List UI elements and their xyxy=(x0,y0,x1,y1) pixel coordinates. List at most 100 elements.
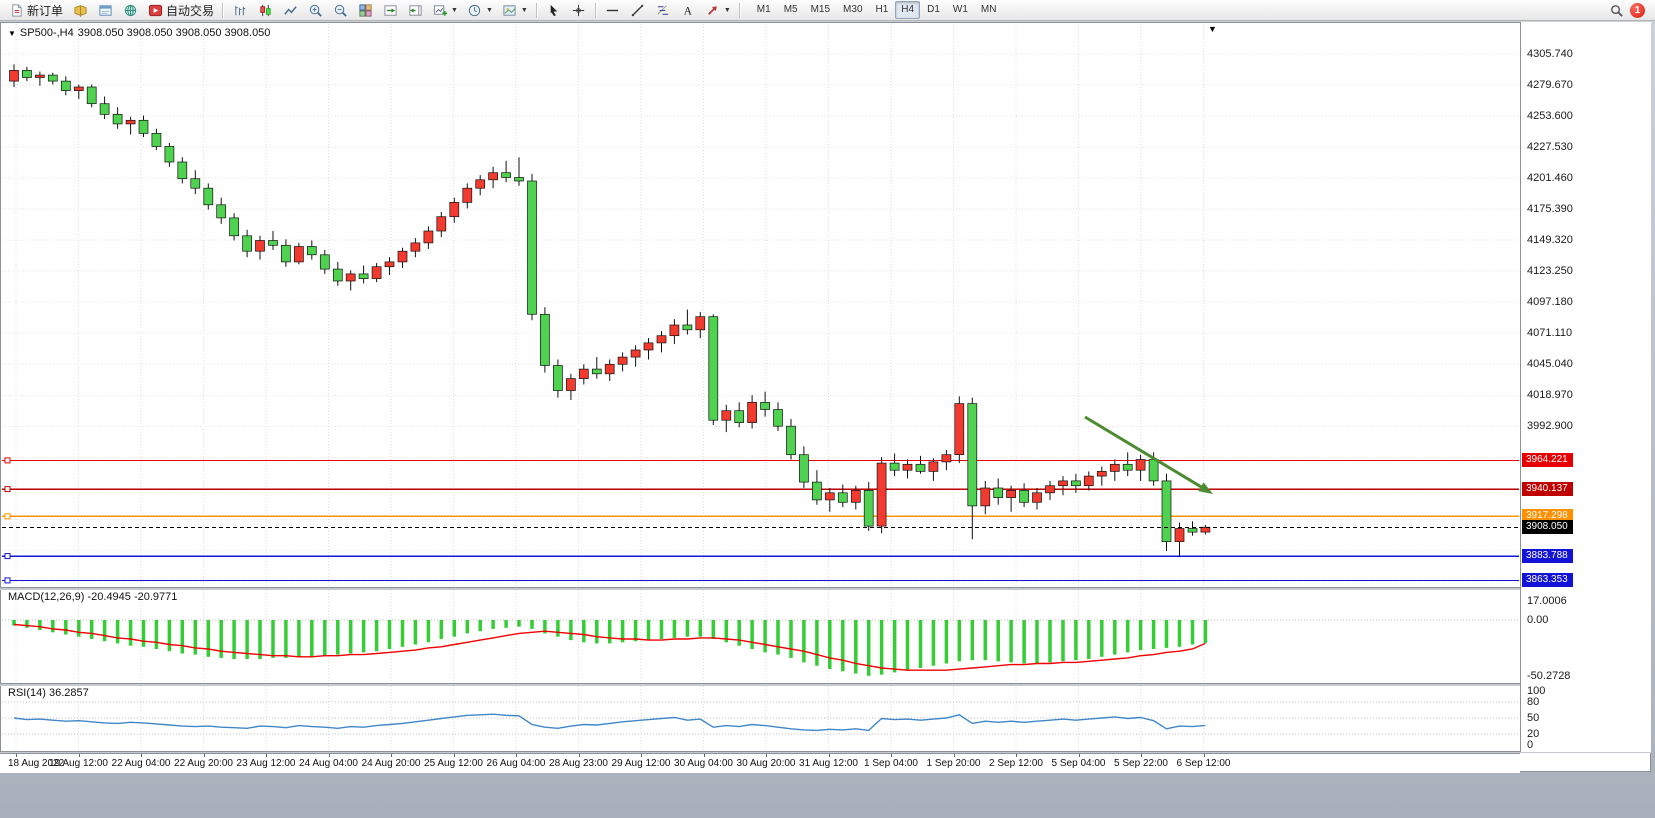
macd-scale-tick: 0.00 xyxy=(1527,614,1549,626)
navigator-button[interactable] xyxy=(118,0,142,21)
new-order-button[interactable]: 新订单 xyxy=(4,0,67,21)
new-order-label: 新订单 xyxy=(27,3,64,18)
price-tick: 4305.740 xyxy=(1527,48,1573,60)
macd-histogram-bar xyxy=(556,620,560,637)
arrows-tool-button[interactable]: ▼ xyxy=(701,0,735,21)
trendline-icon xyxy=(630,2,646,18)
candle xyxy=(889,462,900,471)
zoom-in-button[interactable] xyxy=(303,0,327,21)
panel-separator[interactable] xyxy=(0,683,1651,686)
main-chart-canvas[interactable] xyxy=(0,24,1520,588)
text-tool-button[interactable]: A xyxy=(676,0,700,21)
crosshair-button[interactable] xyxy=(567,0,591,21)
timeframe-M30[interactable]: M30 xyxy=(843,4,863,15)
search-icon[interactable] xyxy=(1608,2,1624,18)
templates-button[interactable]: ▼ xyxy=(498,0,532,21)
candle xyxy=(1071,480,1081,487)
trendline-tool-button[interactable] xyxy=(626,0,650,21)
timeframe-D1[interactable]: D1 xyxy=(927,4,940,15)
toolbar-separator xyxy=(222,2,225,18)
macd-histogram-bar xyxy=(866,620,871,676)
macd-histogram-bar xyxy=(232,620,236,659)
macd-histogram-bar xyxy=(1190,620,1195,645)
macd-histogram-bar xyxy=(957,620,962,662)
candle xyxy=(812,481,822,501)
candle xyxy=(1006,490,1016,498)
time-label: 22 Aug 20:00 xyxy=(174,758,233,769)
macd-histogram-bar xyxy=(633,620,638,642)
candle xyxy=(112,114,123,125)
line-chart-button[interactable] xyxy=(278,0,302,21)
macd-histogram-bar xyxy=(517,620,521,627)
periods-button[interactable]: ▼ xyxy=(463,0,497,21)
candle xyxy=(1032,492,1042,503)
bar-chart-button[interactable] xyxy=(228,0,252,21)
rsi-line xyxy=(13,713,1206,732)
timeframe-M15[interactable]: M15 xyxy=(810,4,831,15)
macd-histogram-bar xyxy=(1113,620,1117,655)
toolbar-right-group: 1 xyxy=(1608,2,1651,18)
macd-histogram-bar xyxy=(789,620,793,658)
macd-histogram-bar xyxy=(659,620,664,639)
panel-separator[interactable] xyxy=(0,587,1651,590)
auto-trading-button[interactable]: 自动交易 xyxy=(143,0,218,21)
rsi-panel-canvas[interactable] xyxy=(0,686,1520,752)
new-chart-button[interactable]: ▼ xyxy=(428,0,462,21)
macd-histogram-bar xyxy=(698,620,703,637)
toolbar-separator xyxy=(738,2,741,18)
macd-histogram-bar xyxy=(38,620,42,630)
price-tick: 4071.110 xyxy=(1527,327,1573,340)
macd-histogram-bar xyxy=(569,620,573,641)
candle xyxy=(73,86,84,91)
cursor-button[interactable] xyxy=(542,0,566,21)
bar-chart-icon xyxy=(232,2,248,18)
candle xyxy=(1083,475,1094,487)
time-tick xyxy=(266,754,267,757)
panel-separator xyxy=(0,751,1651,753)
chevron-down-icon: ▼ xyxy=(723,6,731,14)
timeframe-W1[interactable]: W1 xyxy=(952,4,968,15)
auto-scroll-button[interactable] xyxy=(378,0,402,21)
timeframe-M5[interactable]: M5 xyxy=(783,4,798,15)
candle xyxy=(449,202,460,218)
candle xyxy=(242,235,252,252)
ohlc-values: 3908.050 3908.050 3908.050 3908.050 xyxy=(77,27,271,39)
macd-histogram-bar xyxy=(219,620,223,658)
timeframe-MN[interactable]: MN xyxy=(980,4,997,15)
market-watch-button[interactable] xyxy=(68,0,92,21)
candle xyxy=(47,74,58,82)
zoom-out-icon xyxy=(332,2,348,18)
macd-histogram-bar xyxy=(64,620,68,635)
candle xyxy=(928,461,939,472)
candle xyxy=(255,240,265,252)
candle xyxy=(384,261,395,268)
timeframe-H1[interactable]: H1 xyxy=(875,4,889,15)
crosshair-icon xyxy=(571,2,587,18)
price-tick: 4097.180 xyxy=(1527,296,1573,309)
timeframe-M1[interactable]: M1 xyxy=(756,4,771,15)
time-label: 26 Aug 04:00 xyxy=(486,758,546,769)
candle xyxy=(371,266,382,279)
macd-histogram-bar xyxy=(1048,620,1052,663)
notification-badge[interactable]: 1 xyxy=(1630,2,1645,18)
tile-windows-button[interactable] xyxy=(353,0,377,21)
candle xyxy=(566,378,576,391)
candlestick-chart-button[interactable] xyxy=(253,0,277,21)
candle xyxy=(954,403,965,456)
macd-histogram-bar xyxy=(180,620,185,654)
time-axis[interactable]: 18 Aug 2022 19 Aug 12:00 22 Aug 04:00 22 Au… xyxy=(0,753,1520,773)
price-axis[interactable]: 4305.740 4279.670 4253.600 4227.530 4201.460… xyxy=(1520,22,1651,752)
timeframe-H4[interactable]: H4 xyxy=(895,1,921,19)
dropdown-triangle-icon[interactable]: ▼ xyxy=(8,28,16,38)
macd-panel-canvas[interactable] xyxy=(0,590,1520,684)
horizontal-line-tool-button[interactable] xyxy=(601,0,625,21)
data-window-button[interactable] xyxy=(93,0,117,21)
macd-histogram-bar xyxy=(361,620,366,653)
chart-symbol-title: ▼ SP500-,H4 3908.050 3908.050 3908.050 3… xyxy=(8,27,270,39)
fibonacci-tool-button[interactable] xyxy=(651,0,675,21)
zoom-out-button[interactable] xyxy=(328,0,352,21)
chart-shift-button[interactable] xyxy=(403,0,427,21)
macd-histogram-bar xyxy=(983,620,988,661)
macd-histogram-bar xyxy=(905,620,910,671)
